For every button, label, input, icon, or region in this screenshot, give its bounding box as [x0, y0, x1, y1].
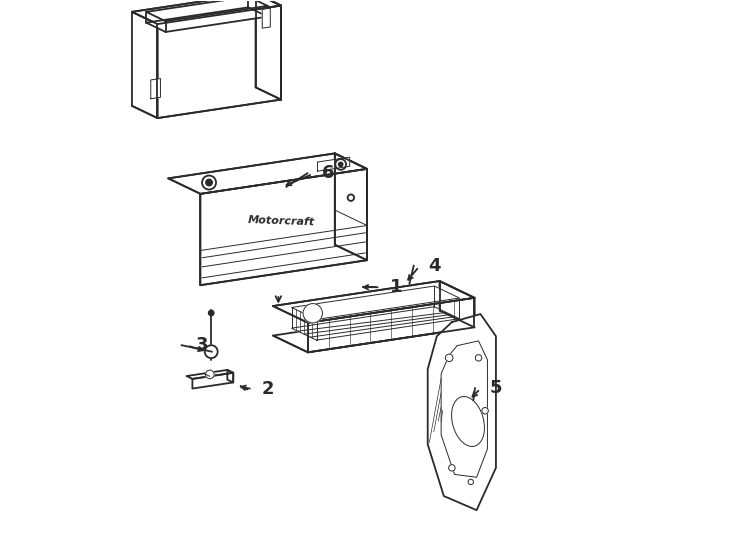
Polygon shape: [186, 370, 233, 379]
Polygon shape: [168, 153, 367, 194]
Polygon shape: [255, 0, 281, 99]
Circle shape: [303, 303, 322, 323]
Polygon shape: [146, 8, 268, 32]
Circle shape: [476, 355, 482, 361]
Circle shape: [482, 408, 488, 414]
Circle shape: [208, 310, 214, 316]
Polygon shape: [146, 0, 268, 21]
Circle shape: [335, 159, 346, 170]
Polygon shape: [200, 169, 367, 285]
Polygon shape: [228, 370, 233, 382]
Circle shape: [206, 179, 212, 186]
Polygon shape: [291, 307, 459, 340]
Circle shape: [448, 464, 455, 471]
Circle shape: [468, 479, 473, 484]
Polygon shape: [262, 8, 270, 28]
Circle shape: [446, 354, 453, 362]
Ellipse shape: [451, 396, 484, 447]
Circle shape: [206, 370, 214, 379]
Circle shape: [338, 162, 343, 166]
Text: 2: 2: [262, 380, 275, 399]
Polygon shape: [308, 298, 474, 352]
Polygon shape: [273, 281, 474, 323]
Polygon shape: [428, 314, 496, 510]
Circle shape: [205, 345, 218, 358]
Polygon shape: [132, 0, 281, 24]
Text: 1: 1: [390, 278, 402, 296]
Text: 6: 6: [322, 164, 335, 183]
Polygon shape: [318, 157, 349, 171]
Circle shape: [202, 176, 216, 190]
Text: 5: 5: [490, 379, 502, 397]
Circle shape: [348, 194, 354, 201]
Polygon shape: [132, 12, 158, 118]
Polygon shape: [158, 5, 281, 118]
Polygon shape: [335, 153, 367, 260]
Polygon shape: [441, 341, 487, 477]
Text: 4: 4: [428, 256, 440, 275]
Polygon shape: [291, 286, 459, 320]
Polygon shape: [440, 281, 474, 327]
Text: 3: 3: [196, 336, 208, 354]
Polygon shape: [273, 310, 474, 352]
Polygon shape: [150, 78, 161, 99]
Polygon shape: [192, 373, 233, 389]
Text: Motorcraft: Motorcraft: [247, 215, 315, 228]
